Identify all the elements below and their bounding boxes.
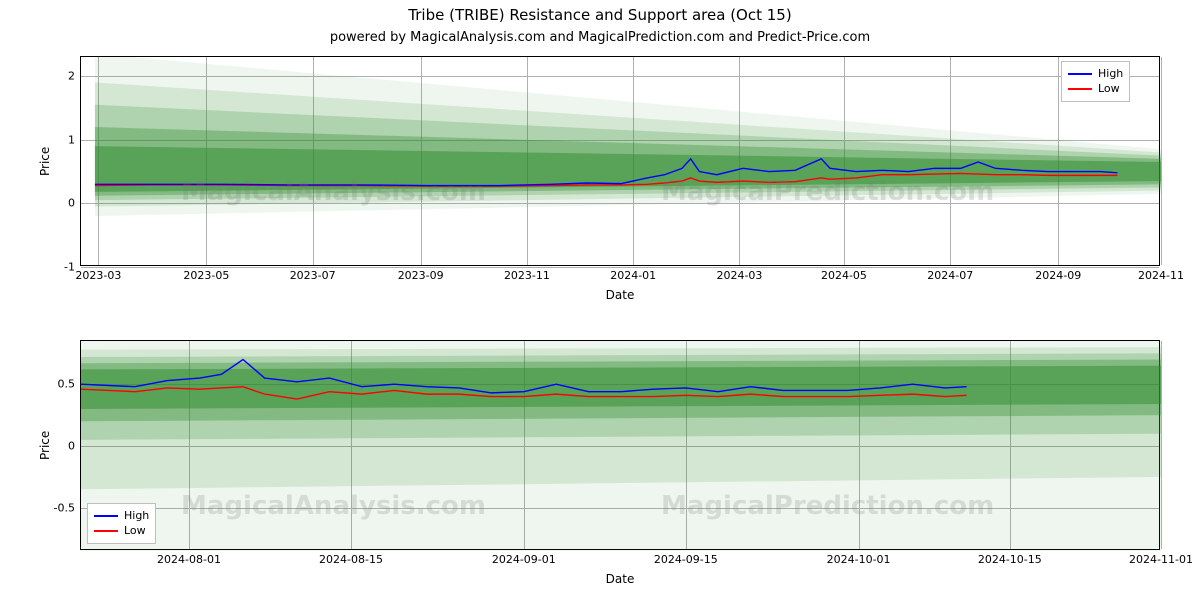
legend: HighLow [1061,61,1130,102]
x-axis-label: Date [80,288,1160,302]
legend-item-low: Low [94,523,149,538]
chart-subtitle: powered by MagicalAnalysis.com and Magic… [0,30,1200,45]
y-axis-label: Price [38,147,52,176]
x-axis-label: Date [80,572,1160,586]
xtick-label: 2024-11-01 [1129,549,1193,566]
legend-item-high: High [1068,66,1123,81]
xtick-label: 2023-09 [398,265,444,282]
gridline-v [1161,57,1162,265]
ytick-label: 0 [68,440,81,453]
legend-swatch [94,530,118,532]
legend-label: Low [1098,81,1120,96]
xtick-label: 2024-03 [716,265,762,282]
chart-title: Tribe (TRIBE) Resistance and Support are… [0,6,1200,24]
legend-item-high: High [94,508,149,523]
xtick-label: 2024-08-15 [319,549,383,566]
ytick-label: 0 [68,197,81,210]
ytick-label: 1 [68,133,81,146]
bottom-chart: -0.500.52024-08-012024-08-152024-09-0120… [80,340,1160,550]
xtick-label: 2024-01 [610,265,656,282]
xtick-label: 2024-08-01 [157,549,221,566]
legend-item-low: Low [1068,81,1123,96]
xtick-label: 2023-11 [504,265,550,282]
xtick-label: 2023-07 [290,265,336,282]
xtick-label: 2024-09-01 [492,549,556,566]
xtick-label: 2024-10-01 [827,549,891,566]
ytick-label: -0.5 [54,501,81,514]
y-axis-label: Price [38,431,52,460]
legend-swatch [94,515,118,517]
xtick-label: 2023-05 [183,265,229,282]
top-chart: -10122023-032023-052023-072023-092023-11… [80,56,1160,266]
legend-swatch [1068,88,1092,90]
ytick-label: 0.5 [58,378,82,391]
ytick-label: 2 [68,70,81,83]
xtick-label: 2024-10-15 [978,549,1042,566]
xtick-label: 2024-05 [821,265,867,282]
legend-label: High [124,508,149,523]
chart-canvas [81,57,1161,267]
xtick-label: 2024-09-15 [654,549,718,566]
gridline-v [1161,341,1162,549]
xtick-label: 2023-03 [75,265,121,282]
legend-swatch [1068,73,1092,75]
legend-label: Low [124,523,146,538]
legend: HighLow [87,503,156,544]
legend-label: High [1098,66,1123,81]
xtick-label: 2024-07 [927,265,973,282]
chart-canvas [81,341,1161,551]
xtick-label: 2024-11 [1138,265,1184,282]
xtick-label: 2024-09 [1035,265,1081,282]
